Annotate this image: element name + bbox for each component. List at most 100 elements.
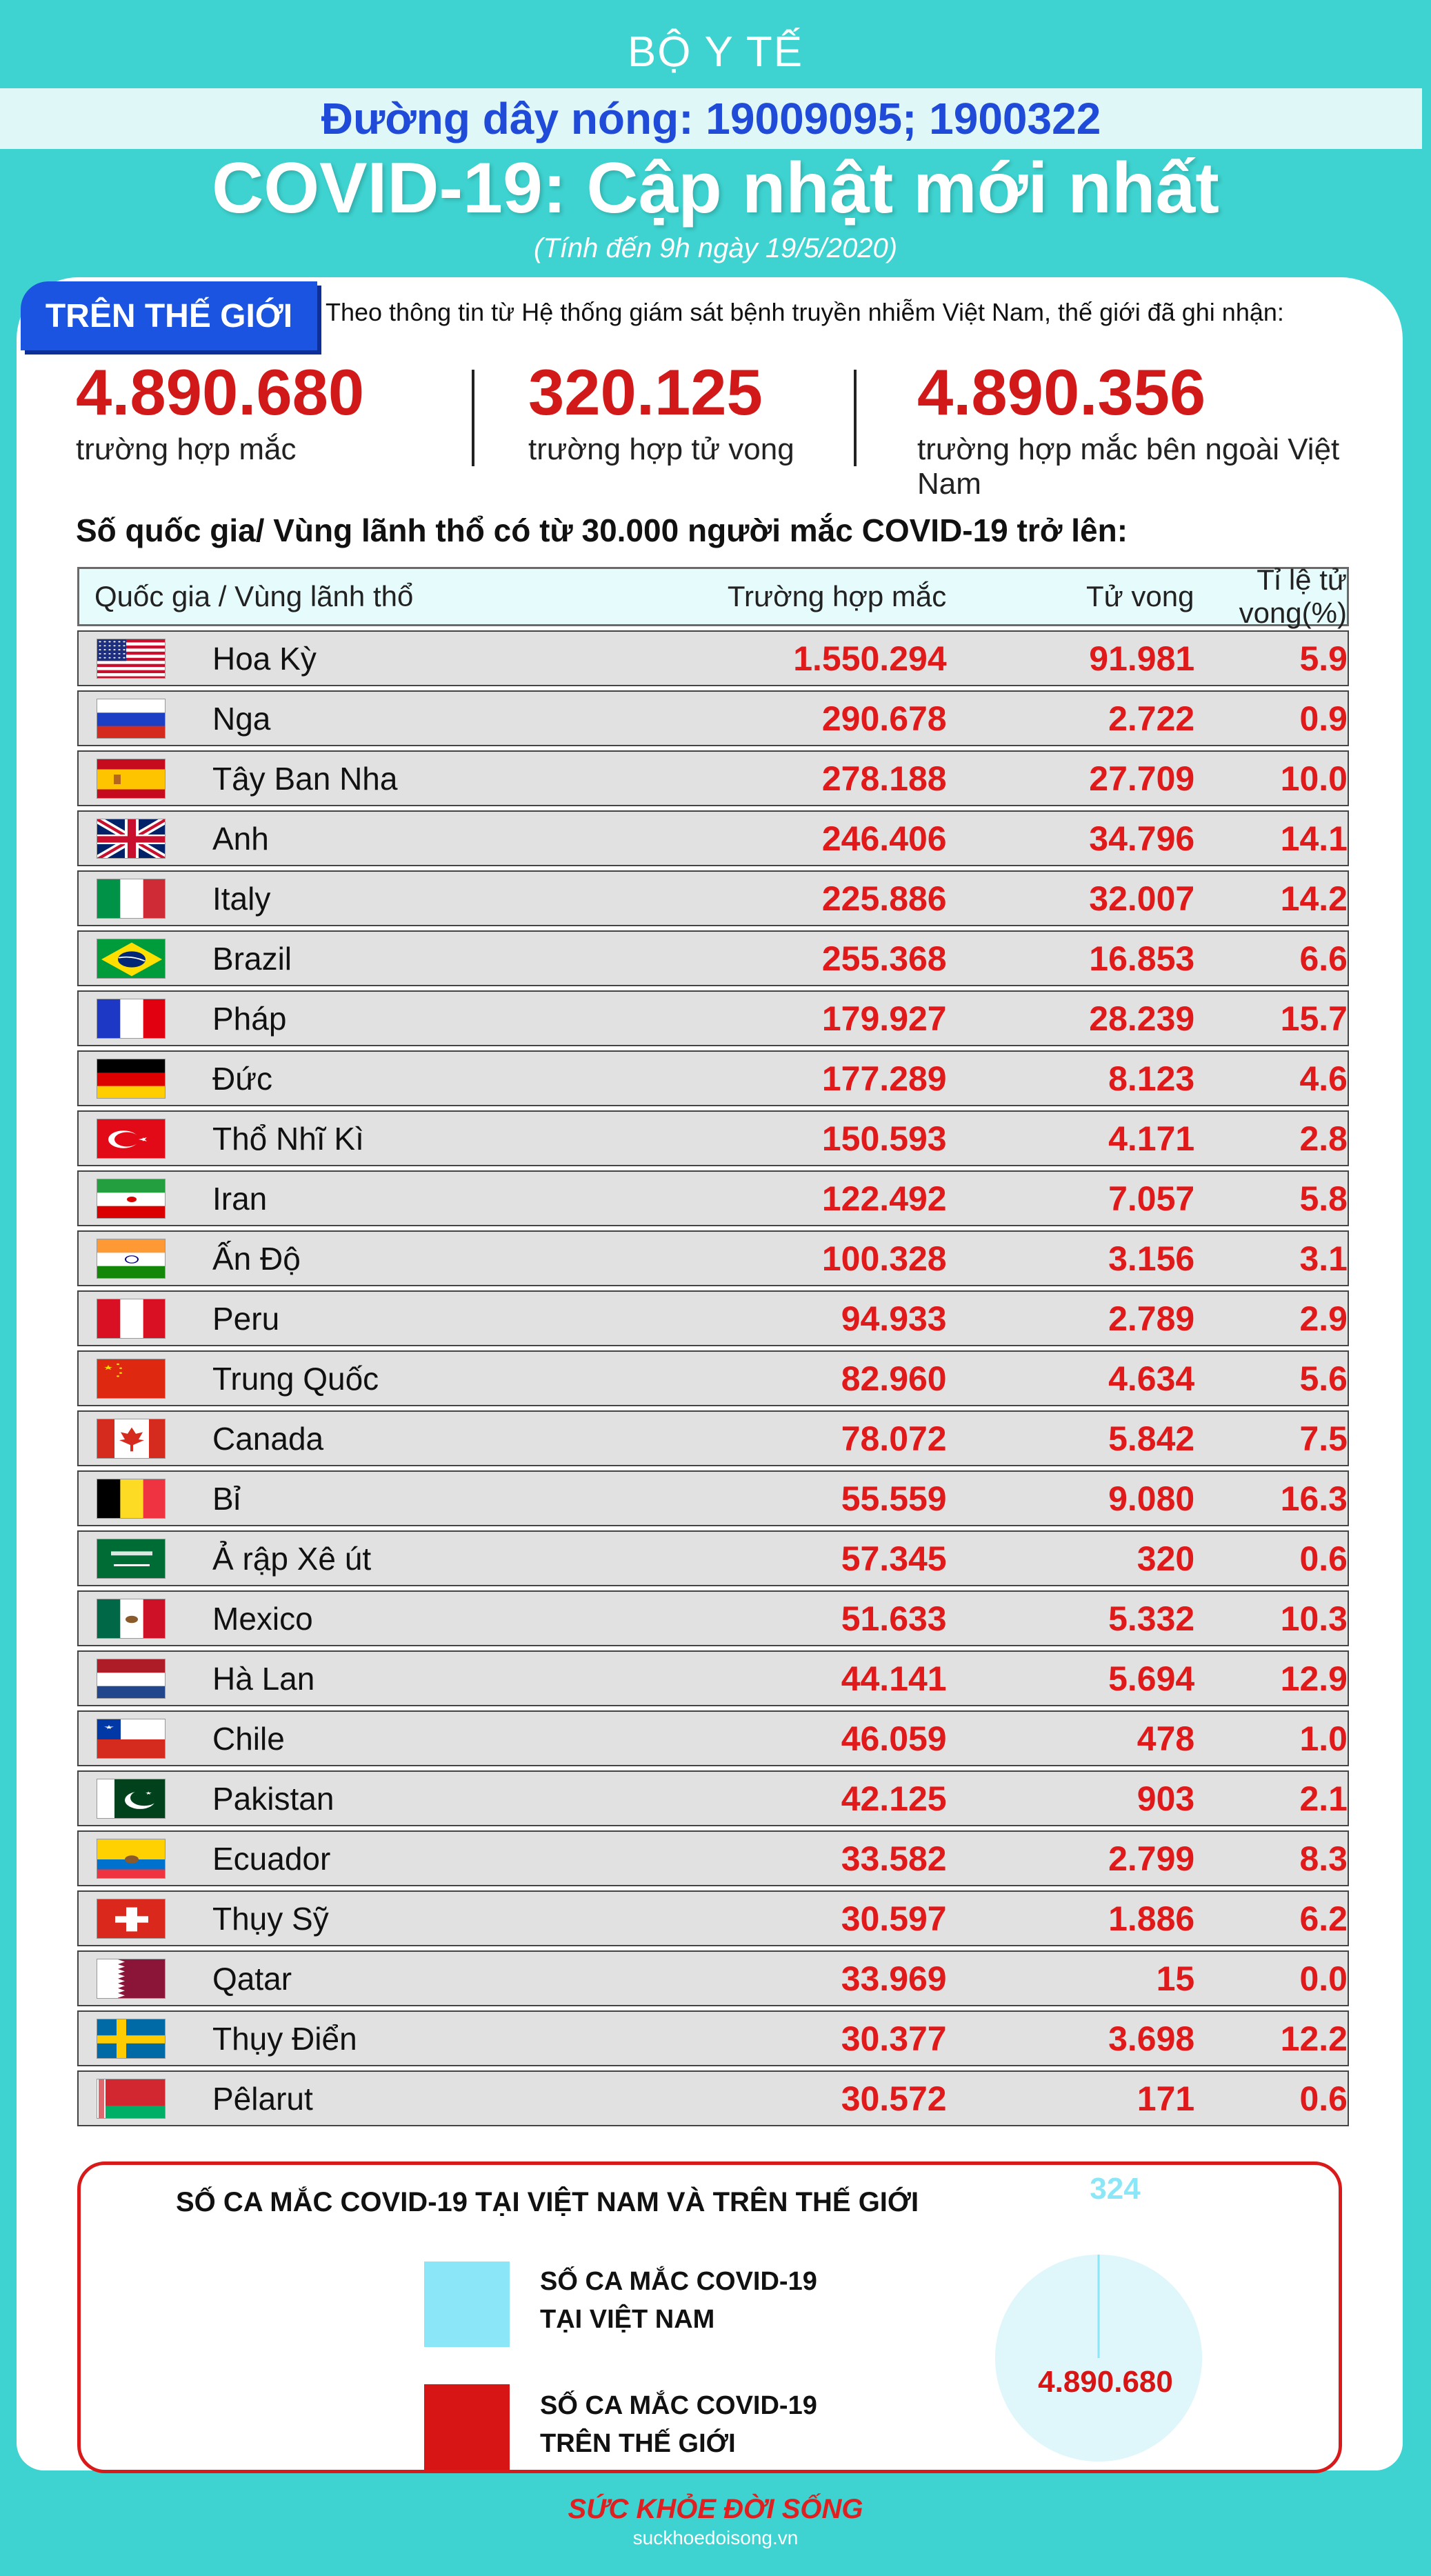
legend-label-vietnam: SỐ CA MẮC COVID-19 TẠI VIỆT NAM [540,2263,817,2339]
table-section-title: Số quốc gia/ Vùng lãnh thổ có từ 30.000 … [76,512,1128,548]
comparison-box: SỐ CA MẮC COVID-19 TẠI VIỆT NAM VÀ TRÊN … [77,2161,1342,2473]
country-name: Pháp [212,1000,287,1037]
country-cell: Hà Lan [79,1658,561,1699]
deaths-cell: 5.694 [1108,1659,1195,1698]
cases-cell: 1.550.294 [793,639,947,678]
rate-cell: 2.9 [1299,1299,1348,1338]
stat-label: trường hợp mắc [76,432,297,466]
country-cell: Tây Ban Nha [79,758,561,799]
legend-swatch-vietnam [424,2262,510,2347]
table-row: Iran 122.492 7.057 5.8 [77,1170,1349,1226]
india-flag-icon [97,1238,166,1279]
rate-cell: 16.3 [1280,1479,1348,1518]
cases-cell: 255.368 [821,939,947,978]
cases-cell: 57.345 [841,1539,947,1578]
country-name: Pêlarut [212,2080,313,2117]
country-cell: Italy [79,878,561,919]
country-cell: Chile [79,1718,561,1759]
country-cell: Nga [79,698,561,739]
legend-swatch-world [424,2384,510,2470]
netherlands-flag-icon [97,1658,166,1699]
rate-cell: 10.3 [1280,1599,1348,1638]
rate-cell: 4.6 [1299,1059,1348,1098]
table-row: Thụy Điển 30.377 3.698 12.2 [77,2010,1349,2066]
ministry-title: BỘ Y TẾ [627,28,804,76]
deaths-cell: 2.722 [1108,699,1195,738]
country-cell: Ả rập Xê út [79,1538,561,1579]
deaths-cell: 8.123 [1108,1059,1195,1098]
country-name: Chile [212,1720,285,1757]
country-cell: Thổ Nhĩ Kì [79,1118,561,1159]
table-row: Hoa Kỳ 1.550.294 91.981 5.9 [77,630,1349,686]
brazil-flag-icon [97,938,166,979]
legend-line: SỐ CA MẮC COVID-19 [540,2391,817,2420]
country-name: Peru [212,1300,280,1337]
country-table: Quốc gia / Vùng lãnh thổ Trường hợp mắc … [77,563,1349,2126]
country-cell: Đức [79,1058,561,1099]
stat-divider [854,370,857,466]
switzerland-flag-icon [97,1898,166,1939]
cases-cell: 44.141 [841,1659,947,1698]
cases-cell: 78.072 [841,1419,947,1458]
comparison-title: SỐ CA MẮC COVID-19 TẠI VIỆT NAM VÀ TRÊN … [176,2187,919,2217]
deaths-cell: 4.171 [1108,1119,1195,1158]
table-row: Ấn Độ 100.328 3.156 3.1 [77,1230,1349,1286]
deaths-cell: 27.709 [1089,759,1195,798]
country-cell: Pêlarut [79,2078,561,2119]
stat-value: 4.890.356 [917,356,1206,428]
rate-cell: 5.8 [1299,1179,1348,1218]
cases-cell: 290.678 [821,699,947,738]
deaths-cell: 15 [1156,1959,1195,1998]
deaths-cell: 903 [1137,1779,1195,1818]
cases-cell: 177.289 [821,1059,947,1098]
country-name: Pakistan [212,1780,334,1817]
country-cell: Anh [79,818,561,859]
table-row: Pakistan 42.125 903 2.1 [77,1770,1349,1826]
deaths-cell: 2.799 [1108,1839,1195,1878]
cases-cell: 225.886 [821,879,947,918]
table-row: Hà Lan 44.141 5.694 12.9 [77,1650,1349,1706]
header-deaths: Tử vong [1085,580,1194,612]
stat-label: trường hợp tử vong [528,432,794,466]
country-name: Tây Ban Nha [212,760,398,797]
deaths-cell: 32.007 [1089,879,1195,918]
country-cell: Pakistan [79,1778,561,1819]
deaths-cell: 1.886 [1108,1899,1195,1938]
country-name: Hoa Kỳ [212,640,317,677]
belgium-flag-icon [97,1478,166,1519]
country-name: Iran [212,1180,268,1217]
country-cell: Pháp [79,998,561,1039]
country-cell: Mexico [79,1598,561,1639]
country-name: Brazil [212,940,292,977]
deaths-cell: 34.796 [1089,819,1195,858]
rate-cell: 5.6 [1299,1359,1348,1398]
table-row: Ecuador 33.582 2.799 8.3 [77,1830,1349,1886]
rate-cell: 6.6 [1299,939,1348,978]
deaths-cell: 171 [1137,2079,1195,2118]
deaths-cell: 5.842 [1108,1419,1195,1458]
rate-cell: 5.9 [1299,639,1348,678]
country-name: Thụy Sỹ [212,1900,329,1937]
country-name: Thổ Nhĩ Kì [212,1120,364,1157]
country-name: Ấn Độ [212,1240,301,1277]
chile-flag-icon [97,1718,166,1759]
right-edge-strip [1423,0,1431,2576]
cases-cell: 179.927 [821,999,947,1038]
ecuador-flag-icon [97,1838,166,1879]
rate-cell: 14.2 [1280,879,1348,918]
cases-cell: 30.377 [841,2019,947,2058]
world-section-tag: TRÊN THẾ GIỚI [21,281,317,350]
table-body: Hoa Kỳ 1.550.294 91.981 5.9 Nga 290.678 … [77,630,1349,2126]
rate-cell: 15.7 [1280,999,1348,1038]
rate-cell: 12.9 [1280,1659,1348,1698]
cases-cell: 51.633 [841,1599,947,1638]
header-cases: Trường hợp mắc [727,580,947,612]
country-name: Anh [212,820,269,857]
country-cell: Bỉ [79,1478,561,1519]
rate-cell: 0.6 [1299,2079,1348,2118]
cases-cell: 100.328 [821,1239,947,1278]
table-row: Pháp 179.927 28.239 15.7 [77,990,1349,1046]
table-row: Canada 78.072 5.842 7.5 [77,1410,1349,1466]
cases-cell: 33.582 [841,1839,947,1878]
france-flag-icon [97,998,166,1039]
